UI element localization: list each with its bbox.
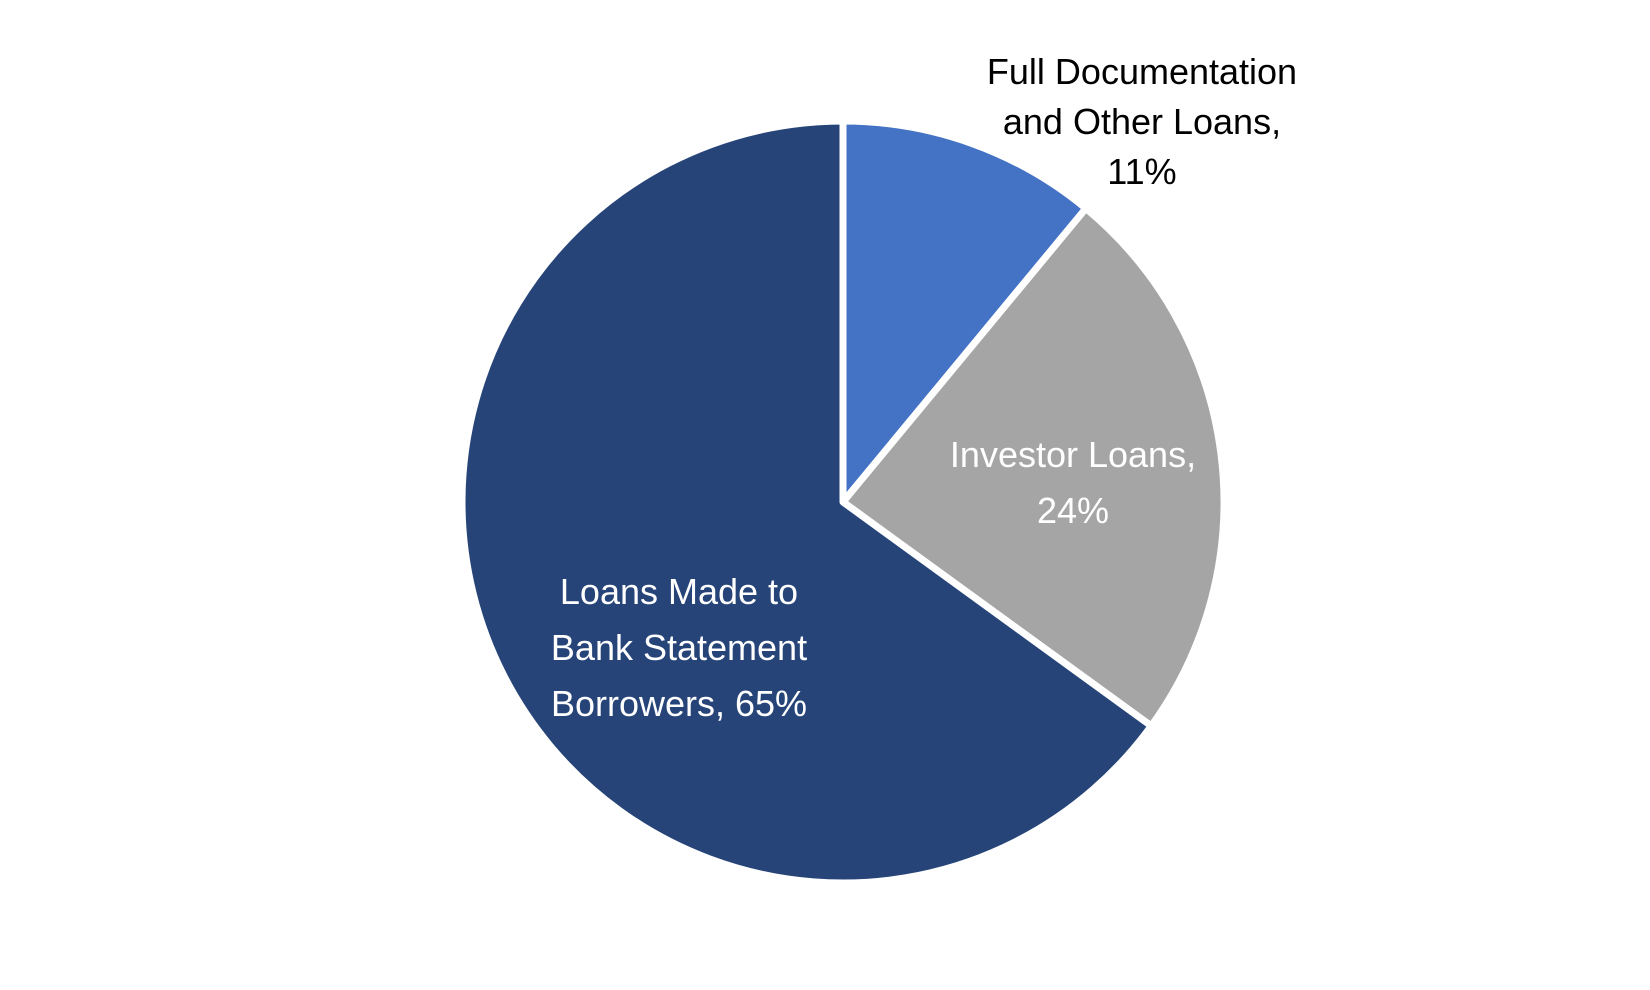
slice-label-line: Full Documentation <box>987 51 1297 92</box>
pie-slice-2 <box>839 204 1228 730</box>
slice-label-2: Investor Loans, 24% <box>950 434 1196 531</box>
pie-slice-3 <box>458 117 1155 887</box>
pie-slice-1 <box>839 117 1090 506</box>
slice-label-1: Full Documentation and Other Loans, 11% <box>987 51 1297 192</box>
slice-label-3: Loans Made to Bank Statement Borrowers, 65… <box>551 571 807 724</box>
slice-label-line: and Other Loans, <box>1003 101 1281 142</box>
slice-label-line: Investor Loans, <box>950 434 1196 475</box>
slice-label-line: Loans Made to <box>560 571 798 612</box>
slice-label-line: Bank Statement <box>551 627 807 668</box>
slice-label-line: Borrowers, 65% <box>551 683 807 724</box>
slice-label-line: 24% <box>1037 490 1109 531</box>
slice-label-line: 11% <box>1107 151 1176 192</box>
